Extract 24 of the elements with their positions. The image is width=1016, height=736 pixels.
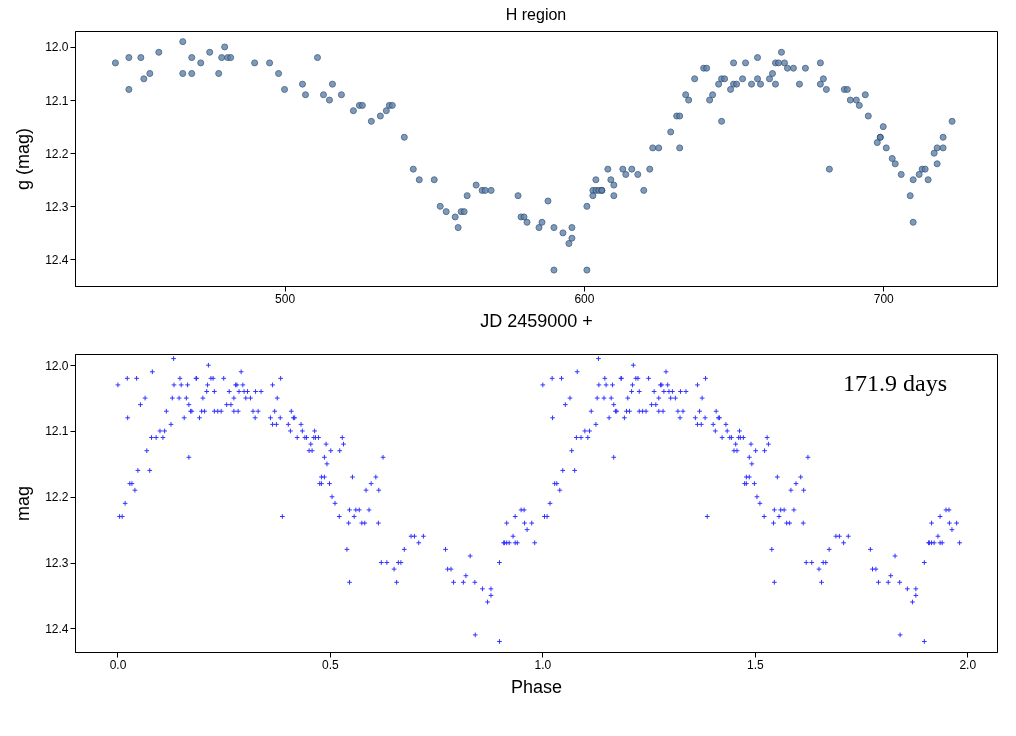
x-tick-label: 0.5 xyxy=(322,657,340,672)
x-tick-label: 1.5 xyxy=(746,657,764,672)
annotation: 171.9 days xyxy=(843,370,947,396)
x-tick-label: 0.0 xyxy=(109,657,127,672)
x-tick-label: 700 xyxy=(873,291,895,306)
y-tick-label: 12.0 xyxy=(45,40,69,55)
x-tick-label: 500 xyxy=(275,291,296,306)
y-tick-label: 12.2 xyxy=(45,490,69,505)
y-tick-label: 12.3 xyxy=(45,199,69,214)
y-axis-title: g (mag) xyxy=(13,127,34,191)
x-tick-label: 2.0 xyxy=(959,657,977,672)
y-tick-label: 12.2 xyxy=(45,146,69,161)
chart-title: H region xyxy=(505,6,567,23)
x-axis-title: JD 2459000 + xyxy=(480,310,593,331)
x-axis-title: Phase xyxy=(510,676,563,697)
y-tick-label: 12.1 xyxy=(45,93,69,108)
y-tick-label: 12.0 xyxy=(45,358,69,373)
y-tick-label: 12.3 xyxy=(45,556,69,571)
x-tick-label: 1.0 xyxy=(534,657,552,672)
y-axis-title: mag xyxy=(13,485,34,522)
y-tick-label: 12.4 xyxy=(45,621,69,636)
y-tick-label: 12.1 xyxy=(45,424,69,439)
y-tick-label: 12.4 xyxy=(45,252,69,267)
x-tick-label: 600 xyxy=(574,291,595,306)
